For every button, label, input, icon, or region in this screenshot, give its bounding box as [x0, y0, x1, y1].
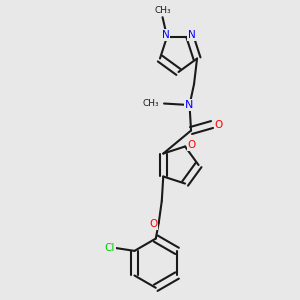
Text: N: N	[188, 30, 195, 40]
Text: N: N	[162, 30, 170, 40]
Text: O: O	[188, 140, 196, 150]
Text: Cl: Cl	[104, 243, 115, 253]
Text: CH₃: CH₃	[143, 99, 160, 108]
Text: O: O	[149, 219, 158, 229]
Text: N: N	[185, 100, 194, 110]
Text: CH₃: CH₃	[154, 6, 171, 15]
Text: O: O	[214, 119, 223, 130]
